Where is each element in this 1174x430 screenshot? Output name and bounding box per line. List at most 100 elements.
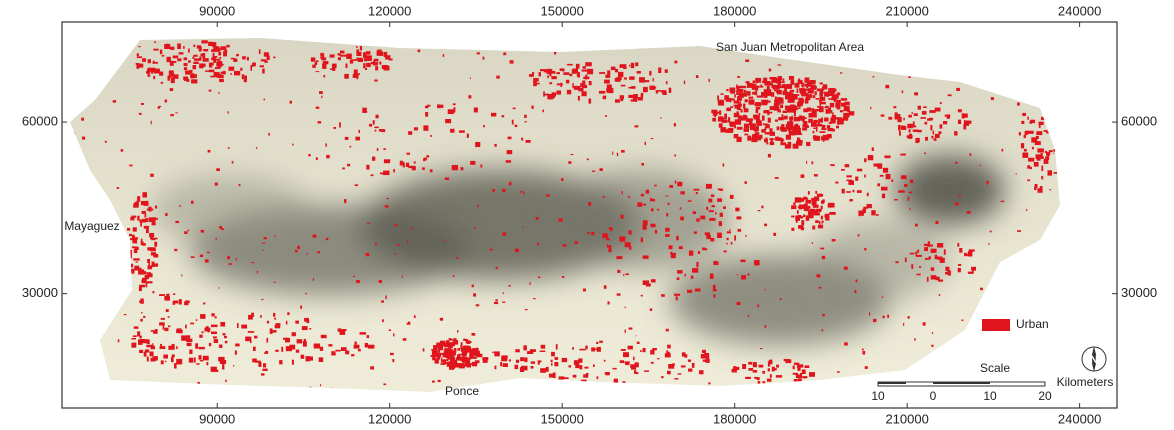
urban-patch — [608, 247, 612, 253]
urban-patch — [596, 376, 599, 380]
urban-patch — [332, 63, 337, 69]
urban-patch — [171, 354, 175, 358]
urban-patch — [819, 92, 822, 96]
urban-patch — [790, 98, 795, 103]
urban-patch — [805, 98, 809, 104]
urban-patch — [447, 342, 453, 346]
urban-patch — [755, 107, 761, 110]
urban-patch — [620, 64, 627, 68]
urban-patch — [144, 274, 149, 280]
urban-patch — [250, 65, 252, 71]
urban-patch — [680, 216, 684, 221]
urban-patch — [1053, 152, 1055, 154]
urban-patch — [264, 352, 268, 354]
urban-patch — [818, 220, 821, 225]
urban-patch — [512, 107, 516, 110]
urban-patch — [160, 343, 163, 346]
urban-patch — [625, 273, 629, 275]
urban-patch — [573, 360, 580, 365]
urban-patch — [550, 359, 553, 363]
urban-patch — [730, 106, 734, 108]
urban-patch — [657, 358, 660, 360]
urban-patch — [144, 349, 150, 353]
urban-patch — [150, 68, 154, 74]
urban-patch — [628, 327, 633, 330]
urban-patch — [605, 74, 611, 78]
urban-patch — [1045, 156, 1050, 160]
urban-patch — [743, 89, 746, 95]
urban-patch — [172, 74, 179, 79]
urban-patch — [871, 147, 874, 151]
urban-patch — [769, 138, 771, 140]
urban-patch — [153, 75, 156, 80]
urban-patch — [312, 278, 314, 281]
urban-patch — [864, 366, 868, 369]
urban-patch — [552, 372, 556, 378]
urban-patch — [761, 99, 768, 106]
urban-patch — [961, 319, 964, 321]
urban-patch — [450, 357, 455, 363]
urban-patch — [644, 80, 650, 83]
urban-patch — [585, 373, 589, 376]
urban-patch — [171, 356, 174, 363]
urban-patch — [249, 340, 252, 344]
urban-patch — [819, 82, 823, 85]
urban-patch — [624, 242, 631, 248]
urban-patch — [150, 120, 152, 125]
urban-patch — [846, 175, 852, 178]
urban-patch — [144, 351, 146, 357]
urban-patch — [1041, 165, 1044, 172]
urban-patch — [1001, 148, 1004, 152]
urban-patch — [824, 117, 829, 122]
urban-patch — [725, 130, 729, 133]
urban-patch — [660, 117, 662, 119]
urban-patch — [606, 84, 612, 89]
urban-patch — [604, 79, 610, 84]
urban-patch — [136, 53, 139, 57]
urban-patch — [406, 152, 410, 155]
scale-label: 10 — [983, 389, 997, 403]
urban-patch — [866, 204, 872, 209]
urban-patch — [799, 88, 805, 93]
urban-patch — [461, 349, 468, 354]
urban-patch — [227, 256, 230, 260]
urban-patch — [140, 221, 142, 227]
urban-patch — [260, 315, 262, 318]
urban-patch — [815, 109, 821, 112]
urban-patch — [561, 178, 564, 181]
urban-patch — [261, 242, 266, 244]
urban-patch — [761, 205, 764, 209]
urban-patch — [881, 193, 886, 199]
urban-patch — [645, 189, 650, 194]
urban-patch — [624, 306, 626, 309]
urban-patch — [939, 257, 945, 263]
urban-patch — [809, 372, 815, 377]
urban-patch — [515, 248, 519, 253]
urban-patch — [233, 58, 238, 62]
urban-patch — [846, 179, 853, 182]
urban-patch — [774, 119, 778, 122]
urban-patch — [642, 203, 647, 206]
urban-patch — [939, 102, 942, 105]
urban-patch — [697, 251, 701, 254]
urban-patch — [927, 118, 933, 121]
urban-patch — [607, 245, 612, 248]
urban-patch — [934, 107, 941, 112]
urban-patch — [898, 124, 901, 131]
urban-patch — [926, 276, 929, 282]
urban-patch — [173, 293, 176, 295]
urban-patch — [764, 80, 767, 85]
urban-patch — [460, 342, 463, 346]
urban-patch — [543, 93, 550, 96]
urban-patch — [754, 260, 760, 266]
urban-patch — [447, 354, 453, 360]
urban-patch — [546, 194, 550, 197]
urban-patch — [303, 338, 306, 343]
urban-patch — [1040, 153, 1043, 158]
urban-patch — [151, 345, 155, 350]
urban-patch — [808, 113, 814, 118]
urban-patch — [738, 93, 744, 98]
urban-patch — [883, 167, 889, 173]
urban-patch — [482, 56, 485, 60]
urban-patch — [918, 266, 922, 268]
